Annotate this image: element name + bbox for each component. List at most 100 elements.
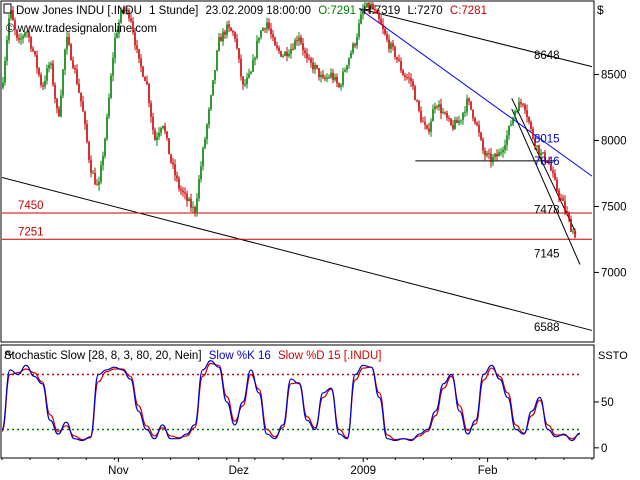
- candle-body: [444, 112, 446, 114]
- candle-body: [344, 69, 346, 72]
- candle-body: [476, 122, 478, 126]
- candle-body: [324, 77, 326, 79]
- candle-body: [342, 71, 344, 86]
- candle-body: [554, 173, 556, 180]
- candle-body: [266, 22, 268, 30]
- candle-body: [172, 162, 174, 165]
- candle-body: [150, 103, 152, 117]
- candle-body: [8, 18, 10, 41]
- candle-body: [514, 111, 516, 118]
- candle-body: [272, 34, 274, 38]
- candle-body: [2, 82, 4, 88]
- candle-body: [132, 21, 134, 33]
- candle-body: [568, 213, 570, 220]
- candle-body: [182, 190, 184, 193]
- candle-body: [364, 7, 366, 9]
- candle-body: [464, 111, 466, 113]
- candle-body: [220, 37, 222, 42]
- candle-body: [372, 3, 374, 10]
- candle-body: [312, 62, 314, 70]
- candle-body: [448, 118, 450, 120]
- candle-body: [416, 100, 418, 102]
- candle-body: [278, 47, 280, 52]
- candle-body: [536, 145, 538, 147]
- candle-body: [94, 172, 96, 185]
- candle-body: [222, 31, 224, 42]
- candle-body: [240, 58, 242, 77]
- candle-body: [74, 67, 76, 70]
- candle-body: [320, 74, 322, 78]
- candle-body: [228, 24, 230, 28]
- candle-body: [414, 86, 416, 101]
- candle-body: [346, 65, 348, 70]
- candle-body: [478, 125, 480, 133]
- candle-body: [258, 37, 260, 41]
- candle-body: [134, 32, 136, 46]
- watermark: © www.tradesignalonline.com: [6, 23, 157, 35]
- osc-tick-label: 0: [601, 443, 607, 455]
- candle-body: [348, 57, 350, 66]
- candle-body: [326, 77, 328, 79]
- candle-body: [262, 28, 264, 31]
- candle-body: [208, 109, 210, 125]
- candle-body: [56, 98, 58, 109]
- candle-body: [486, 153, 488, 156]
- candle-body: [16, 29, 18, 38]
- candle-body: [542, 152, 544, 154]
- candle-body: [98, 181, 100, 185]
- candle-body: [4, 60, 6, 83]
- candle-body: [522, 103, 524, 105]
- header-color-box: [3, 3, 12, 14]
- candle-body: [440, 104, 442, 114]
- candle-body: [246, 77, 248, 85]
- candle-body: [72, 60, 74, 68]
- candle-body: [428, 128, 430, 132]
- candle-body: [530, 121, 532, 129]
- level-label-short_channel_lower: 7145: [534, 248, 560, 260]
- candle-body: [494, 153, 496, 158]
- x-tick-label: Feb: [478, 465, 498, 477]
- candle-body: [334, 76, 336, 80]
- currency-label: $: [597, 3, 604, 17]
- candle-body: [338, 83, 340, 87]
- candle-body: [226, 24, 228, 35]
- candle-body: [126, 9, 128, 11]
- candle-body: [154, 129, 156, 141]
- candle-body: [386, 34, 388, 40]
- legend-d: Slow %D 15 [.INDU]: [278, 350, 382, 362]
- candle-body: [184, 192, 186, 194]
- candle-body: [88, 141, 90, 160]
- candle-body: [510, 124, 512, 126]
- candle-body: [496, 153, 498, 157]
- candle-body: [186, 193, 188, 201]
- candle-body: [122, 9, 124, 11]
- candle-body: [556, 179, 558, 191]
- candle-body: [174, 164, 176, 176]
- close-value: C:7281: [450, 5, 487, 17]
- candle-body: [168, 138, 170, 155]
- oscillator-axis-label: SSTO: [598, 350, 628, 362]
- candle-body: [456, 119, 458, 124]
- candle-body: [36, 54, 38, 69]
- candle-body: [442, 112, 444, 114]
- trendline-upper_channel: [359, 8, 593, 68]
- candle-body: [488, 153, 490, 155]
- candle-body: [394, 46, 396, 58]
- candle-body: [558, 190, 560, 198]
- candle-body: [156, 136, 158, 141]
- candle-body: [44, 80, 46, 87]
- candle-body: [318, 68, 320, 78]
- candle-body: [58, 108, 60, 117]
- candle-body: [198, 179, 200, 199]
- candle-body: [322, 74, 324, 78]
- candle-body: [138, 49, 140, 59]
- timeframe: 1 Stunde]: [149, 5, 198, 17]
- candle-body: [46, 68, 48, 81]
- candle-body: [516, 110, 518, 112]
- candle-body: [162, 126, 164, 129]
- candle-body: [420, 110, 422, 122]
- candle-body: [170, 154, 172, 163]
- candle-body: [474, 118, 476, 123]
- candle-body: [20, 38, 22, 40]
- candle-body: [282, 56, 284, 58]
